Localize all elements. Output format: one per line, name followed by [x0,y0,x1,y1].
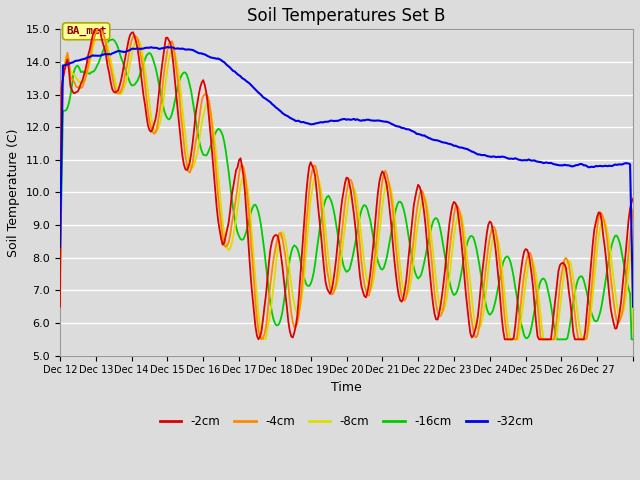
Title: Soil Temperatures Set B: Soil Temperatures Set B [247,7,445,25]
Y-axis label: Soil Temperature (C): Soil Temperature (C) [7,128,20,257]
X-axis label: Time: Time [331,381,362,394]
Legend: -2cm, -4cm, -8cm, -16cm, -32cm: -2cm, -4cm, -8cm, -16cm, -32cm [155,410,538,433]
Text: BA_met: BA_met [66,26,106,36]
